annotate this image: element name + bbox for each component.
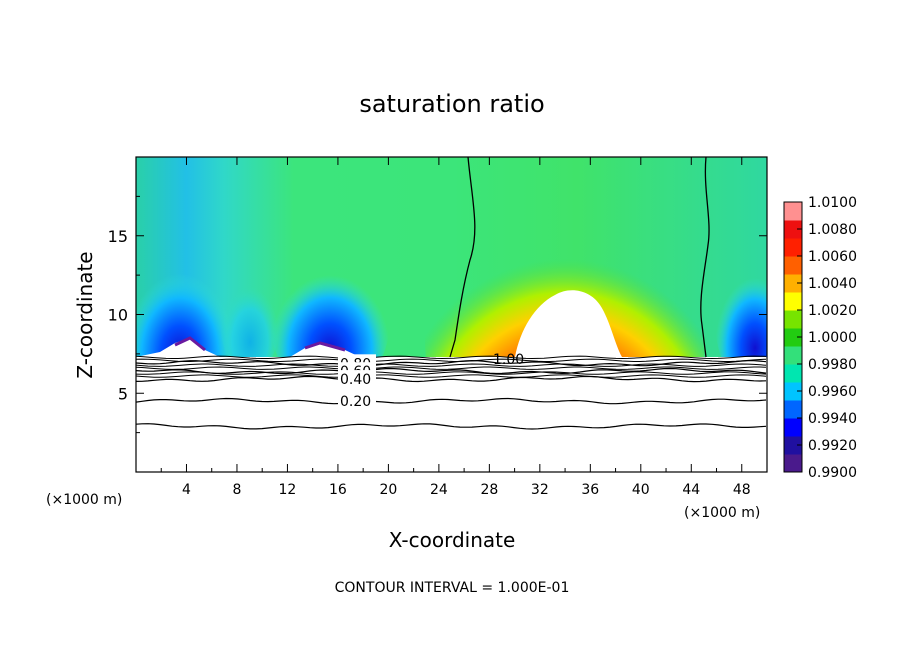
x-tick-label: 32	[531, 482, 549, 498]
contour-line	[136, 397, 767, 405]
contour-label: 0.20	[340, 394, 371, 410]
colorbar-label: 0.9960	[808, 384, 857, 400]
colorbar-swatch	[784, 220, 802, 239]
x-tick-label: 12	[279, 482, 297, 498]
contour-line-minor	[136, 366, 767, 370]
colorbar-swatch	[784, 292, 802, 311]
x-tick-label: 28	[480, 482, 498, 498]
x-unit-label-right: (×1000 m)	[684, 505, 760, 521]
contour-line-minor	[136, 363, 767, 367]
colorbar-swatch	[784, 310, 802, 329]
contour-lines: 0.800.600.400.20	[136, 354, 767, 430]
field-dry-region-right	[715, 250, 767, 390]
contour-interval-note: CONTOUR INTERVAL = 1.000E-01	[335, 580, 570, 596]
colorbar: 1.0100 1.0080 1.0060 1.0040 1.0020 1.0000 0.99…	[783, 195, 857, 481]
colorbar-label: 1.0080	[808, 222, 857, 238]
contour-line	[136, 367, 767, 375]
contour-1-right	[700, 157, 710, 358]
x-tick-label: 40	[632, 482, 650, 498]
x-tick-label: 24	[430, 482, 448, 498]
contour-1-left	[449, 157, 476, 358]
surface-edge-purple	[174, 336, 346, 352]
colorbar-label: 1.0100	[808, 195, 857, 211]
colorbar-swatch	[784, 328, 802, 347]
x-tick-label: 36	[581, 482, 599, 498]
colorbar-swatch	[784, 346, 802, 365]
contour-label-bg	[338, 370, 376, 385]
colorbar-swatch	[784, 436, 802, 455]
contour-line	[136, 375, 767, 383]
colorbar-label: 0.9900	[808, 465, 857, 481]
x-tick-label: 44	[682, 482, 700, 498]
y-axis-ticks: 5 10 15	[108, 195, 767, 434]
colorbar-swatch	[784, 256, 802, 275]
contour-label-bg	[338, 392, 376, 407]
y-axis-label: Z-coordinate	[73, 251, 97, 378]
colorbar-label: 0.9940	[808, 411, 857, 427]
colorbar-label: 1.0020	[808, 303, 857, 319]
x-axis-ticks: 4 8 12 16 20 24 28 32 36 40 44 48	[160, 157, 751, 498]
contour-line-minor	[136, 358, 767, 362]
colorbar-swatch	[784, 364, 802, 383]
colorbar-label: 1.0060	[808, 249, 857, 265]
contour-label: 0.40	[340, 372, 371, 388]
field-moist-region-cyan	[220, 265, 280, 375]
contour-line-minor	[136, 374, 767, 378]
colorbar-swatch	[784, 454, 802, 473]
x-tick-label: 16	[329, 482, 347, 498]
colorbar-swatch	[784, 400, 802, 419]
y-tick-label: 5	[118, 384, 128, 403]
x-tick-label: 48	[733, 482, 751, 498]
colorbar-swatch	[784, 238, 802, 257]
colorbar-label: 0.9980	[808, 357, 857, 373]
contour-line	[136, 423, 767, 430]
colorbar-swatch	[784, 418, 802, 437]
chart-title: saturation ratio	[359, 90, 544, 118]
y-tick-label: 10	[108, 306, 128, 325]
colorbar-swatch	[784, 274, 802, 293]
y-tick-label: 15	[108, 227, 128, 246]
colorbar-label: 1.0000	[808, 330, 857, 346]
ground-mask	[136, 338, 767, 472]
cloud-region	[515, 290, 622, 357]
plot-area: 0.800.600.400.20 1.00	[136, 157, 767, 472]
x-unit-label-left: (×1000 m)	[46, 492, 122, 508]
x-tick-label: 4	[182, 482, 191, 498]
contour-label-1: 1.00	[493, 352, 524, 368]
x-tick-label: 20	[379, 482, 397, 498]
x-axis-label: X-coordinate	[389, 528, 516, 552]
x-tick-label: 8	[232, 482, 241, 498]
colorbar-label: 1.0040	[808, 276, 857, 292]
colorbar-label: 0.9920	[808, 438, 857, 454]
contour-line-minor	[136, 355, 767, 360]
contour-line-minor	[136, 371, 767, 375]
colorbar-swatch	[784, 382, 802, 401]
colorbar-swatch	[784, 202, 802, 221]
